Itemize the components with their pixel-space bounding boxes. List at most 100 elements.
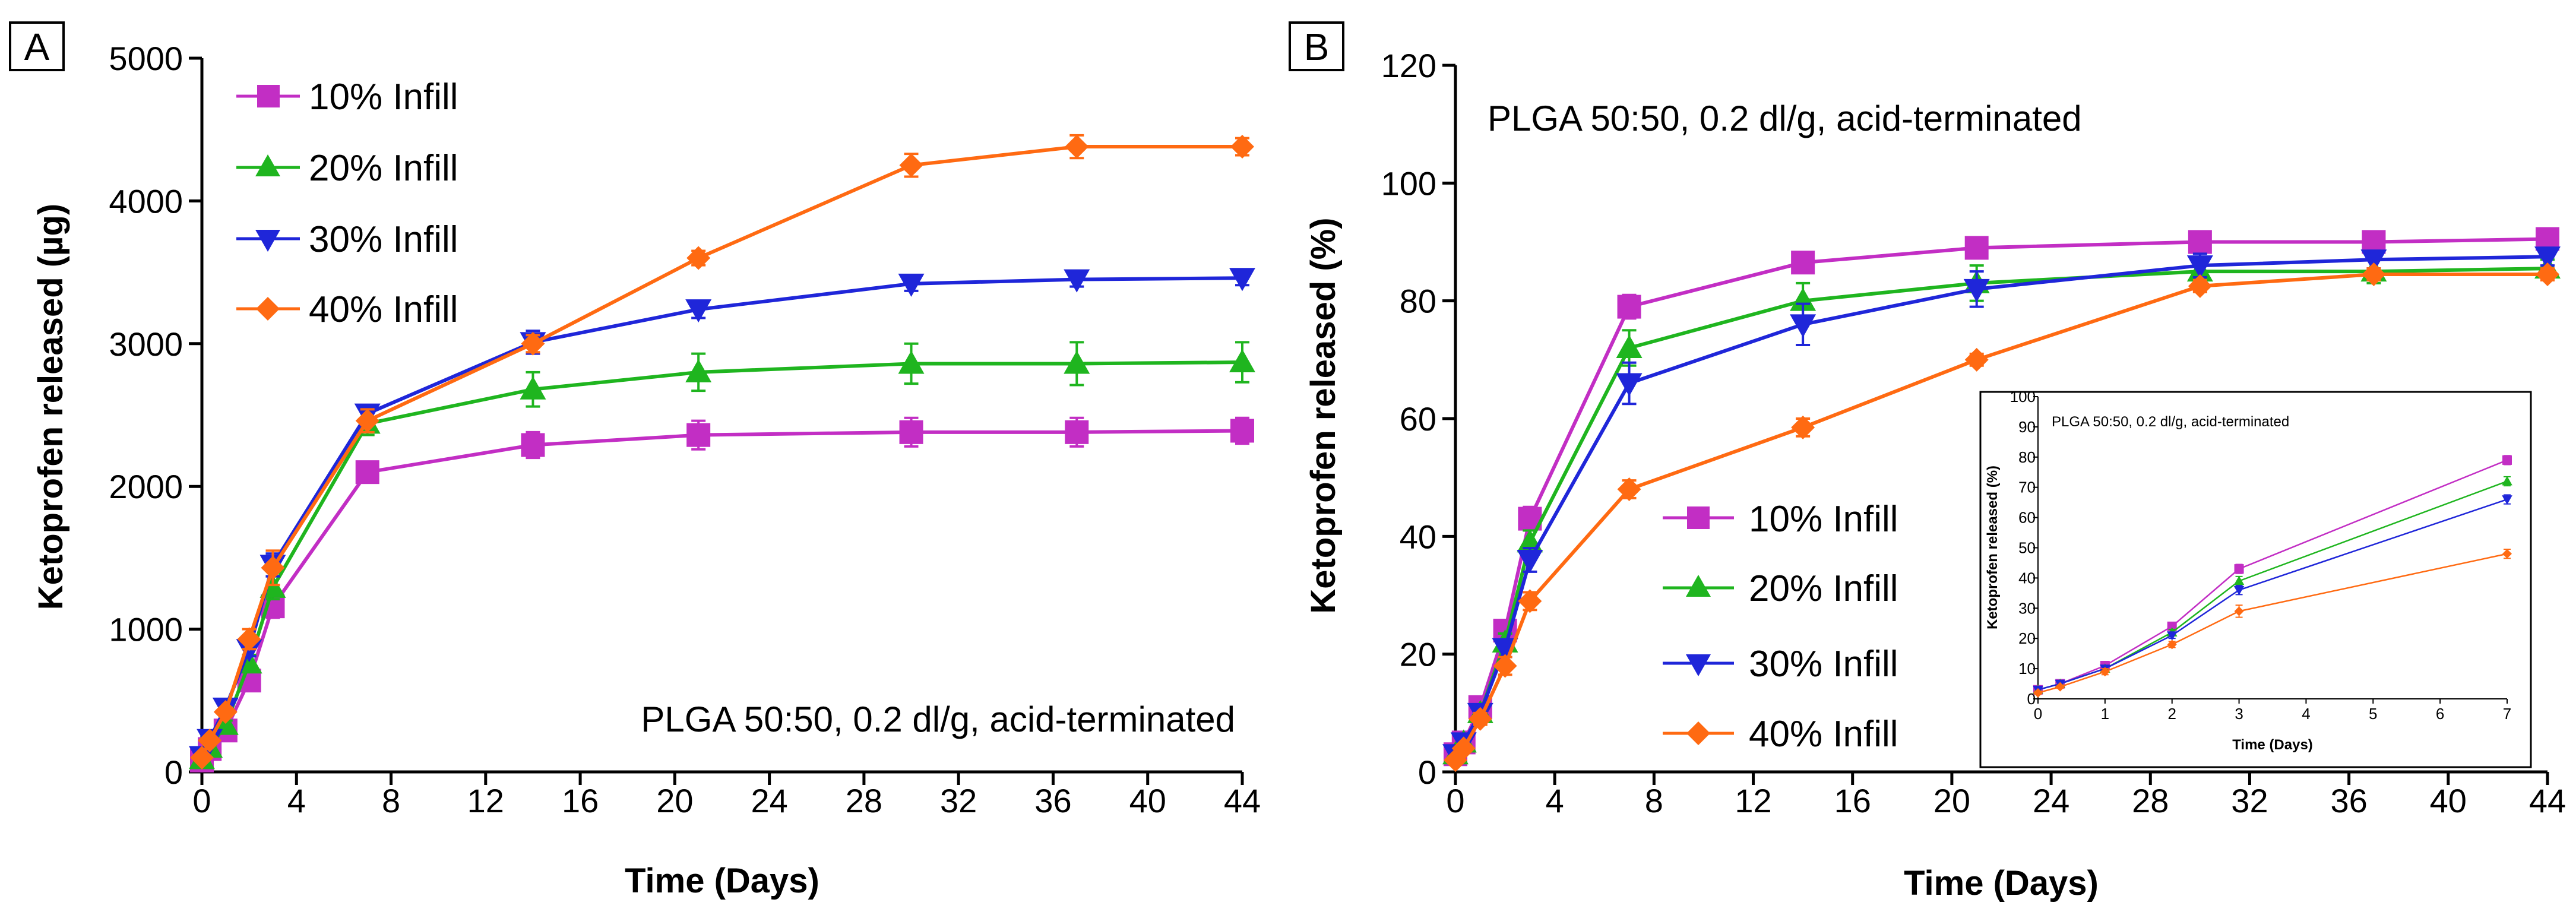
i-data-point [2233,575,2245,585]
a-data-point [899,420,923,444]
b-data-point [2360,249,2387,273]
i-data-point [2502,549,2512,559]
a-data-point [1230,135,1254,159]
a-data-point [899,153,923,178]
a-x-tick-label: 0 [192,782,211,819]
b-data-point [1964,347,1989,372]
legend-a-marker-20 [255,154,280,176]
panel-a-label: A [24,26,50,68]
i-y-tick-label: 100 [2010,388,2036,406]
i-data-point [2033,688,2043,698]
a-y-tick-label: 1000 [109,611,183,648]
b-y-tick-label: 20 [1400,636,1436,673]
inset-title: PLGA 50:50, 0.2 dl/g, acid-terminated [2052,414,2289,430]
i-y-tick-label: 50 [2018,539,2036,557]
b-data-point [1517,550,1543,573]
panel-b-series [1442,227,2561,772]
b-y-tick-label: 80 [1400,283,1436,320]
a-data-point [898,350,925,374]
panel-b-x-axis-title: Time (Days) [1904,864,2099,903]
b-series-40-infill [1444,262,2559,772]
a-data-point [898,273,925,297]
i-x-tick-label: 0 [2034,705,2042,723]
panel-b-x-ticks: 0 4 8 12 16 20 24 28 32 36 40 44 [1446,772,2566,819]
panel-a-x-axis-title: Time (Days) [625,862,819,900]
a-data-point [355,460,379,485]
panel-b-label: B [1304,26,1330,68]
a-x-tick-label: 12 [467,782,504,819]
inset-x-axis-title: Time (Days) [2232,737,2313,753]
i-x-tick-label: 3 [2235,705,2243,723]
i-x-tick-label: 7 [2503,705,2511,723]
panel-a-series [189,134,1255,772]
b-x-tick-label: 36 [2330,782,2367,819]
i-data-point [2055,682,2065,692]
b-x-tick-label: 12 [1735,782,1771,819]
a-data-point [1064,269,1090,293]
b-x-tick-label: 24 [2033,782,2069,819]
b-data-point [1790,314,1817,338]
a-data-point [521,433,545,457]
i-x-tick-label: 4 [2302,705,2310,723]
b-data-point [1518,589,1542,613]
a-data-point [685,359,712,382]
inset-x-ticks: 0 1 2 3 4 5 6 7 [2034,699,2511,723]
a-y-tick-label: 2000 [109,468,183,505]
b-data-point [2362,262,2386,287]
legend-b-label-30: 30% Infill [1749,644,1898,685]
a-data-point [1229,268,1255,292]
b-data-point [2534,246,2561,270]
panel-b-y-axis-title: Ketoprofen released (%) [1304,217,1343,613]
a-data-point [1065,420,1089,444]
a-data-point [686,423,711,447]
inset-y-axis-title: Ketoprofen released (%) [1985,466,2001,629]
b-x-tick-label: 8 [1645,782,1663,819]
panel-a-annotation: PLGA 50:50, 0.2 dl/g, acid-terminated [641,699,1235,739]
b-data-point [2186,255,2213,279]
i-y-tick-label: 20 [2018,629,2036,647]
inset-series [2033,455,2512,698]
legend-b-marker-20 [1686,575,1711,597]
b-data-point [1493,654,1517,678]
legend-a-marker-40 [256,297,280,321]
b-data-point [1963,278,1990,302]
a-data-point [1230,419,1254,443]
a-y-tick-label: 4000 [109,182,183,220]
i-y-tick-label: 70 [2018,479,2036,496]
panel-a: A 0 1000 2000 3000 4000 5000 0 4 8 12 16 20 24 28 32 3… [9,21,1261,900]
b-x-tick-label: 40 [2430,782,2467,819]
b-x-tick-label: 16 [1834,782,1871,819]
i-data-point [2100,667,2110,677]
i-data-point [2502,495,2512,505]
a-x-tick-label: 40 [1129,782,1166,819]
a-y-tick-label: 0 [164,753,183,791]
a-x-tick-label: 20 [656,782,693,819]
panel-a-y-ticks: 0 1000 2000 3000 4000 5000 [109,40,202,791]
a-data-point [520,376,546,400]
a-series-line [200,276,1243,757]
b-y-tick-label: 0 [1418,753,1436,791]
legend-b-marker-10 [1687,506,1710,529]
b-data-point [1964,236,1989,260]
b-y-tick-label: 60 [1400,400,1436,438]
b-x-tick-label: 4 [1546,782,1564,819]
b-y-tick-label: 40 [1400,518,1436,555]
a-data-point [198,729,222,753]
i-x-tick-label: 1 [2101,705,2109,723]
a-data-point [685,299,712,323]
i-y-tick-label: 40 [2018,569,2036,587]
a-x-tick-label: 32 [940,782,977,819]
b-x-tick-label: 28 [2132,782,2169,819]
legend-a-label-20: 20% Infill [309,148,458,189]
a-data-point [686,246,711,270]
a-x-tick-label: 44 [1224,782,1261,819]
b-data-point [2188,230,2212,254]
b-data-point [1468,707,1492,731]
a-data-point [261,556,285,580]
a-x-tick-label: 24 [751,782,787,819]
a-x-tick-label: 4 [287,782,306,819]
a-data-point [213,700,238,724]
legend-b-marker-30 [1686,654,1711,676]
panel-b-inset: 0 10 20 30 40 50 60 70 80 90 100 0 1 2 3 4 5 6 7 PLGA 50:… [1979,388,2532,768]
